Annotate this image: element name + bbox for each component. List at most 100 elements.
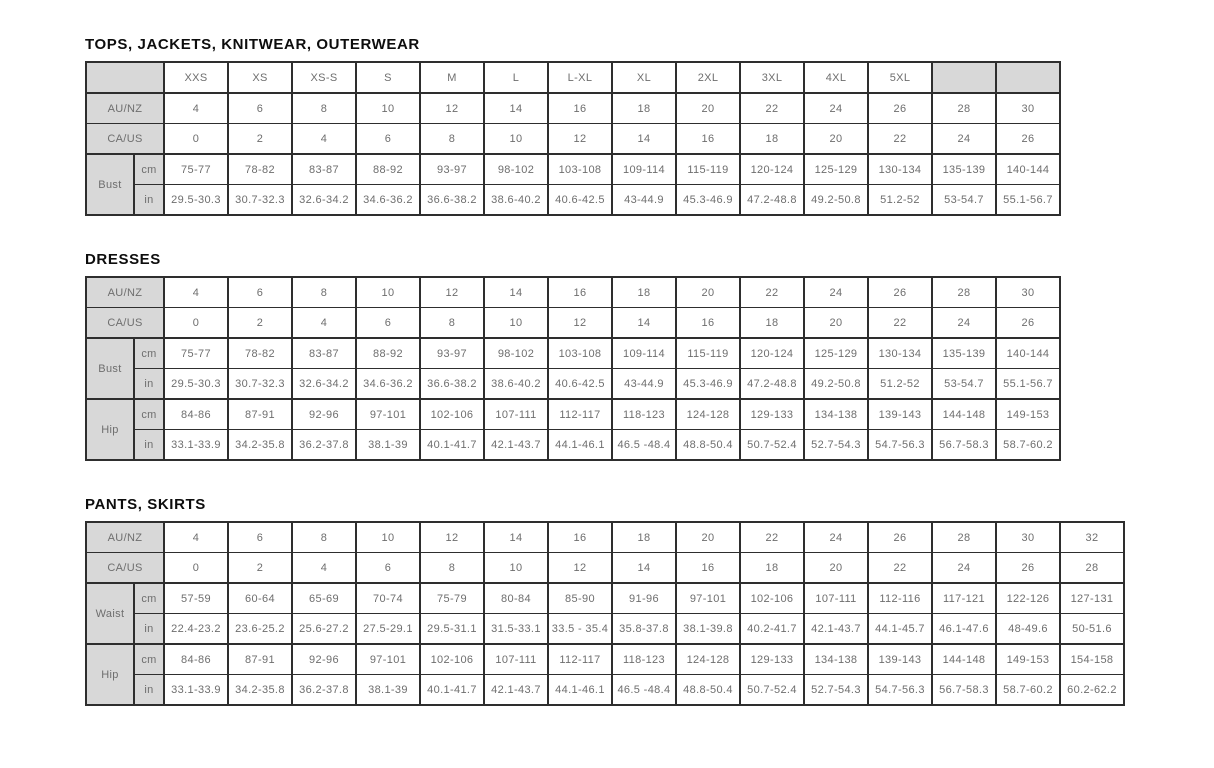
table-title: TOPS, JACKETS, KNITWEAR, OUTERWEAR: [85, 36, 420, 53]
measurement-cell: 40.1-41.7: [419, 674, 485, 706]
measurement-cell: 117-121: [931, 582, 997, 614]
measurement-cell: 32.6-34.2: [291, 184, 357, 216]
measurement-cell: 44.1-46.1: [547, 674, 613, 706]
size-value-cell: 24: [803, 276, 869, 308]
region-label-cell: CA/US: [85, 552, 165, 584]
measurement-cell: 109-114: [611, 337, 677, 369]
measurement-cell: 36.2-37.8: [291, 429, 357, 461]
measurement-cell: 44.1-45.7: [867, 613, 933, 645]
size-value-cell: 16: [675, 552, 741, 584]
measurement-cell: 50.7-52.4: [739, 429, 805, 461]
measurement-cell: 129-133: [739, 398, 805, 430]
measurement-cell: 50-51.6: [1059, 613, 1125, 645]
measurement-cell: 30.7-32.3: [227, 368, 293, 400]
size-value-cell: 2: [227, 307, 293, 339]
size-value-cell: 30: [995, 92, 1061, 124]
measurement-cell: 22.4-23.2: [163, 613, 229, 645]
measurement-cell: 54.7-56.3: [867, 429, 933, 461]
size-value-cell: 8: [419, 552, 485, 584]
measurement-cell: 75-79: [419, 582, 485, 614]
size-value-cell: 8: [419, 307, 485, 339]
size-value-cell: 10: [355, 276, 421, 308]
measure-label-cell: Waist: [85, 582, 135, 645]
region-label-cell: CA/US: [85, 307, 165, 339]
size-value-cell: 8: [291, 521, 357, 553]
measurement-cell: 149-153: [995, 643, 1061, 675]
measurement-cell: 84-86: [163, 398, 229, 430]
measurement-cell: 46.5 -48.4: [611, 674, 677, 706]
size-value-cell: 6: [355, 123, 421, 155]
size-value-cell: 6: [355, 552, 421, 584]
measurement-cell: 87-91: [227, 398, 293, 430]
region-label-cell: AU/NZ: [85, 521, 165, 553]
size-value-cell: 12: [419, 92, 485, 124]
measurement-cell: 25.6-27.2: [291, 613, 357, 645]
measurement-cell: 58.7-60.2: [995, 674, 1061, 706]
unit-label-cell: in: [133, 429, 165, 461]
unit-label-cell: cm: [133, 582, 165, 614]
size-value-cell: 24: [931, 307, 997, 339]
size-value-cell: 24: [803, 521, 869, 553]
measurement-cell: 88-92: [355, 337, 421, 369]
measurement-cell: 102-106: [419, 398, 485, 430]
size-value-cell: 18: [739, 552, 805, 584]
size-table-pants: AU/NZ 4 6 8 10 12 14 16 18 20 22 24 26 28 30 32 CA/US 0 2 4…: [85, 521, 1125, 706]
section-dresses: DRESSES AU/NZ 4 6 8 10 12 14 16 18 20 22 24 26 28 30 CA…: [85, 251, 1214, 461]
size-value-cell: 24: [803, 92, 869, 124]
measurement-cell: 98-102: [483, 337, 549, 369]
measurement-cell: 56.7-58.3: [931, 429, 997, 461]
size-value-cell: 4: [291, 552, 357, 584]
measurement-cell: 120-124: [739, 153, 805, 185]
measurement-cell: 93-97: [419, 153, 485, 185]
size-guide-page: TOPS, JACKETS, KNITWEAR, OUTERWEAR XXS XS…: [85, 36, 1214, 706]
measurement-cell: 36.6-38.2: [419, 184, 485, 216]
measurement-cell: 91-96: [611, 582, 677, 614]
measurement-cell: 49.2-50.8: [803, 368, 869, 400]
size-value-cell: 4: [291, 307, 357, 339]
measurement-cell: 48.8-50.4: [675, 674, 741, 706]
measurement-cell: 144-148: [931, 643, 997, 675]
measurement-cell: 112-117: [547, 643, 613, 675]
table-title: DRESSES: [85, 251, 161, 268]
measurement-cell: 56.7-58.3: [931, 674, 997, 706]
measure-label-cell: Bust: [85, 337, 135, 400]
measure-label-cell: Hip: [85, 398, 135, 461]
size-header-cell: XS-S: [291, 61, 357, 94]
size-value-cell: 2: [227, 552, 293, 584]
measurement-cell: 34.6-36.2: [355, 368, 421, 400]
size-value-cell: 18: [611, 92, 677, 124]
size-value-cell: 20: [803, 123, 869, 155]
size-table-tops: XXS XS XS-S S M L L-XL XL 2XL 3XL 4XL 5XL AU/NZ 4 6 8 10…: [85, 61, 1061, 216]
size-value-cell: 14: [611, 307, 677, 339]
measurement-cell: 97-101: [355, 398, 421, 430]
region-label-cell: AU/NZ: [85, 276, 165, 308]
measurement-cell: 109-114: [611, 153, 677, 185]
size-value-cell: 10: [355, 521, 421, 553]
size-value-cell: 28: [931, 92, 997, 124]
measurement-cell: 34.2-35.8: [227, 674, 293, 706]
measurement-cell: 127-131: [1059, 582, 1125, 614]
measurement-cell: 139-143: [867, 398, 933, 430]
size-header-cell: XXS: [163, 61, 229, 94]
measurement-cell: 80-84: [483, 582, 549, 614]
measurement-cell: 38.1-39: [355, 429, 421, 461]
size-value-cell: 16: [547, 92, 613, 124]
measurement-cell: 43-44.9: [611, 184, 677, 216]
measurement-cell: 38.1-39: [355, 674, 421, 706]
measurement-cell: 34.2-35.8: [227, 429, 293, 461]
size-header-cell: 3XL: [739, 61, 805, 94]
size-value-cell: 22: [867, 123, 933, 155]
size-value-cell: 6: [227, 92, 293, 124]
measurement-cell: 75-77: [163, 153, 229, 185]
measurement-cell: 27.5-29.1: [355, 613, 421, 645]
measurement-cell: 45.3-46.9: [675, 368, 741, 400]
size-value-cell: 24: [931, 552, 997, 584]
measurement-cell: 60-64: [227, 582, 293, 614]
size-header-cell: XL: [611, 61, 677, 94]
size-value-cell: 18: [611, 276, 677, 308]
measurement-cell: 40.6-42.5: [547, 184, 613, 216]
measurement-cell: 23.6-25.2: [227, 613, 293, 645]
measurement-cell: 92-96: [291, 398, 357, 430]
size-header-cell: 4XL: [803, 61, 869, 94]
size-value-cell: 20: [803, 307, 869, 339]
